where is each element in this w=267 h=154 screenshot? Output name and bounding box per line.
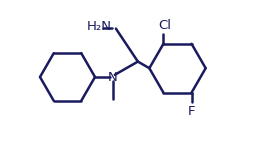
Text: H₂N: H₂N (87, 20, 112, 33)
Text: F: F (188, 105, 195, 118)
Text: N: N (108, 71, 117, 83)
Text: Cl: Cl (158, 19, 171, 32)
